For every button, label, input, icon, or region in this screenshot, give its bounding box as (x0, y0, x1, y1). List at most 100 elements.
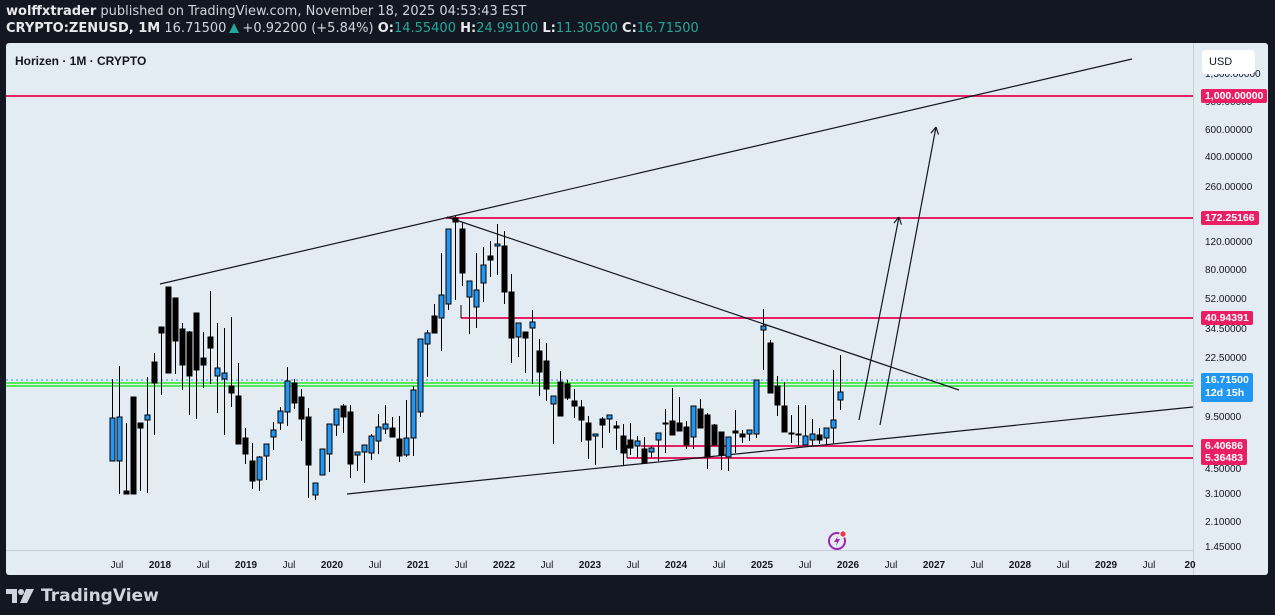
up-candle (382, 423, 389, 430)
down-candle (711, 424, 718, 446)
up-candle (515, 322, 522, 338)
trendline (346, 406, 1194, 495)
up-candle (690, 405, 697, 438)
up-candle (529, 321, 536, 329)
price-tick: 3.10000 (1205, 489, 1242, 500)
up-candle (550, 395, 557, 405)
up-candle (753, 379, 760, 435)
tradingview-logo[interactable]: TradingView (6, 586, 159, 606)
up-candle (655, 432, 662, 441)
down-candle (662, 422, 669, 425)
down-candle (347, 411, 354, 465)
time-tick: Jul (626, 560, 640, 571)
author-name[interactable]: wolffxtrader (6, 4, 97, 19)
down-candle (452, 217, 459, 223)
down-candle (123, 490, 130, 495)
time-tick: 2025 (750, 560, 774, 571)
down-candle (739, 433, 746, 438)
currency-button[interactable]: USD (1202, 50, 1255, 74)
up-candle (263, 443, 270, 457)
up-candle (802, 435, 809, 446)
time-tick: 2029 (1094, 560, 1118, 571)
up-candle (494, 243, 501, 247)
down-candle (186, 331, 193, 377)
up-candle (760, 325, 767, 331)
publish-info: wolffxtrader published on TradingView.co… (6, 4, 526, 19)
arrow-head-icon (893, 216, 900, 224)
down-candle (249, 460, 256, 482)
time-tick: Jul (282, 560, 296, 571)
down-candle (291, 382, 298, 404)
up-candle (746, 429, 753, 435)
arrow-head-icon (930, 126, 937, 134)
down-candle (501, 245, 508, 293)
up-candle (837, 391, 844, 401)
projection-arrow (879, 126, 937, 426)
down-candle (130, 396, 137, 495)
up-candle (606, 414, 613, 420)
price-tick: 400.00000 (1205, 152, 1253, 163)
price-level-label: 172.25166 (1201, 211, 1259, 225)
down-candle (137, 422, 144, 429)
up-candle (333, 408, 340, 426)
up-candle (830, 419, 837, 429)
price-plot[interactable] (6, 43, 1268, 575)
price-tick: 260.00000 (1205, 182, 1253, 193)
price-tick: 9.50000 (1205, 412, 1242, 423)
down-candle (613, 425, 620, 429)
published-text: published on TradingView.com, November 1… (100, 4, 527, 19)
up-candle (480, 264, 487, 284)
up-candle (116, 416, 123, 462)
time-tick: Jul (1056, 560, 1070, 571)
time-axis[interactable]: Jul 2018 Jul 2019 Jul 2020 Jul 2021 Jul 2022 Jul 20… (6, 550, 1196, 575)
time-tick: Jul (884, 560, 898, 571)
trendline (446, 216, 960, 391)
down-candle (578, 406, 585, 421)
up-candle (403, 437, 410, 456)
time-tick: 2020 (320, 560, 344, 571)
time-tick: Jul (970, 560, 984, 571)
time-tick: 2018 (148, 560, 172, 571)
down-candle (704, 414, 711, 458)
down-candle (200, 357, 207, 366)
up-candle (823, 427, 830, 439)
up-candle (634, 440, 641, 447)
time-tick: 2023 (578, 560, 602, 571)
price-tick: 80.00000 (1205, 265, 1247, 276)
up-candle (592, 433, 599, 437)
down-candle (676, 422, 683, 432)
down-candle (641, 448, 648, 464)
price-tick: 22.50000 (1205, 353, 1247, 364)
down-candle (697, 408, 704, 429)
time-tick: 2019 (234, 560, 258, 571)
up-triangle-icon (229, 23, 240, 33)
time-tick: Jul (1142, 560, 1156, 571)
chart-title: Horizen · 1M · CRYPTO (15, 54, 147, 68)
up-candle (144, 414, 151, 421)
down-candle (487, 255, 494, 261)
up-candle (410, 389, 417, 439)
down-candle (781, 405, 788, 433)
time-tick: 20 (1184, 560, 1196, 571)
up-candle (270, 429, 277, 438)
down-candle (158, 326, 165, 334)
time-tick: 2026 (836, 560, 860, 571)
up-candle (368, 435, 375, 454)
down-candle (683, 426, 690, 446)
symbol-label: CRYPTO:ZENUSD, 1M (6, 21, 161, 36)
down-candle (718, 431, 725, 456)
up-candle (256, 456, 263, 481)
price-level-label: 1,000.00000 (1201, 89, 1268, 103)
lightning-alert-icon[interactable] (826, 528, 850, 552)
price-axis[interactable] (1193, 43, 1268, 575)
time-tick: 2028 (1008, 560, 1032, 571)
price-change: +0.92200 (+5.84%) (242, 21, 374, 36)
chart-panel[interactable]: Horizen · 1M · CRYPTO 1,300.00000900.000… (6, 43, 1268, 575)
arrow-head-icon (935, 126, 940, 135)
up-candle (312, 482, 319, 496)
up-candle (277, 410, 284, 424)
down-candle (543, 360, 550, 390)
down-candle (305, 416, 312, 466)
down-candle (816, 434, 823, 441)
down-candle (627, 439, 634, 449)
